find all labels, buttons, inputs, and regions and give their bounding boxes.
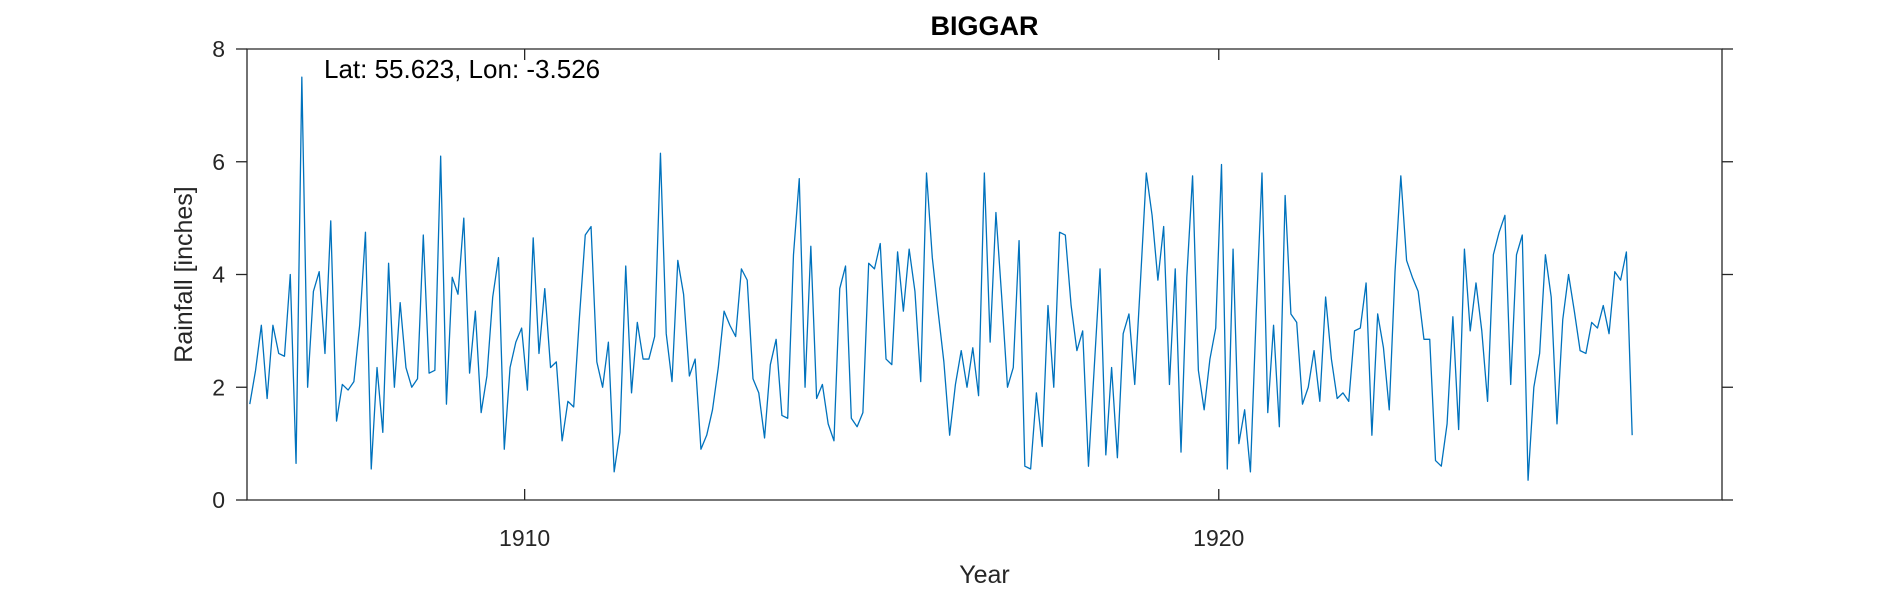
ticks-layer: 0 2 4 6 8 1910 1920 [212, 36, 1733, 551]
plot-area [247, 49, 1722, 500]
x-tick-label: 1910 [499, 525, 550, 551]
y-tick-label: 4 [212, 262, 225, 288]
location-annotation: Lat: 55.623, Lon: -3.526 [324, 54, 600, 84]
x-axis-label: Year [959, 561, 1010, 589]
y-axis-label: Rainfall [inches] [170, 186, 198, 362]
y-tick-label: 6 [212, 149, 225, 175]
y-tick-label: 2 [212, 374, 225, 400]
y-tick-label: 0 [212, 487, 225, 513]
x-tick-label: 1920 [1193, 525, 1244, 551]
series-layer [249, 76, 1633, 481]
chart-title: BIGGAR [931, 11, 1039, 41]
y-tick-label: 8 [212, 36, 225, 62]
rainfall-series-line [249, 76, 1633, 481]
